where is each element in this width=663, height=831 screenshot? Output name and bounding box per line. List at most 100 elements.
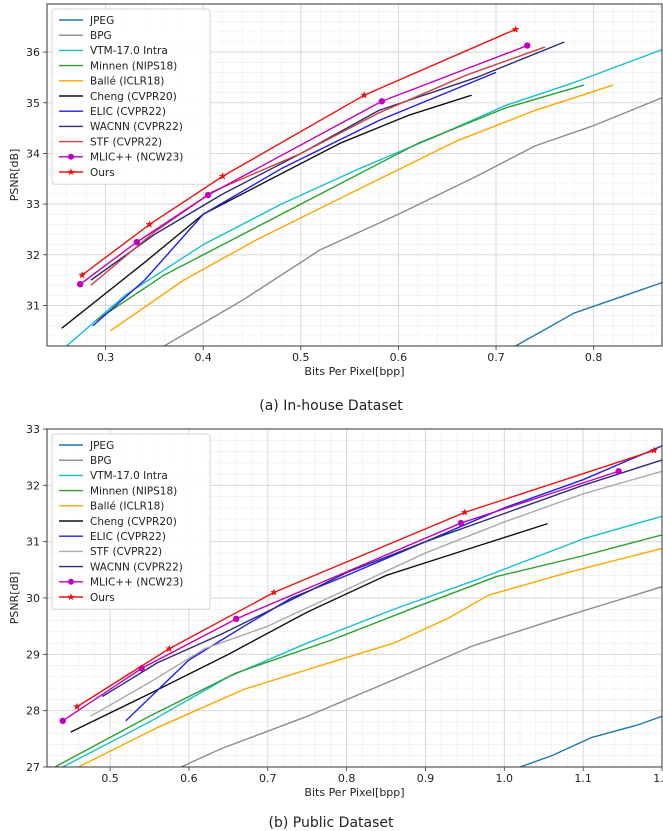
b-legend-marker-ours	[67, 593, 75, 601]
a-plot-frame	[46, 3, 663, 347]
b-series	[54, 445, 662, 767]
a-series-line-vtm-17-0-intra	[66, 48, 662, 346]
a-x-tick-label: 0.8	[585, 351, 603, 364]
b-series-line-elic-cvpr22	[125, 445, 662, 722]
a-y-tick-label: 32	[26, 249, 40, 262]
b-x-tick-label: 1.1	[574, 772, 592, 785]
b-caption: (b) Public Dataset	[269, 815, 394, 831]
b-legend-label-vtm-17-0-intra: VTM-17.0 Intra	[90, 470, 168, 482]
a-series-line-bpg	[163, 97, 662, 346]
b-legend-label-wacnn-cvpr22: WACNN (CVPR22)	[90, 561, 183, 573]
b-series-line-jpeg	[519, 715, 662, 767]
b-legend-label-minnen-nips18: Minnen (NIPS18)	[90, 485, 177, 497]
a-legend-label-wacnn-cvpr22: WACNN (CVPR22)	[90, 121, 183, 133]
b-legend-label-ball-iclr18: Ballé (ICLR18)	[90, 501, 164, 513]
b-x-axis-label: Bits Per Pixel[bpp]	[304, 786, 404, 799]
chart-b: 0.5 0.6 0.7 0.8 0.9 1.0 1.1 1.2 27 28 29 30 31 32 33 J…	[8, 423, 663, 831]
b-point-mlic-ncw23	[59, 717, 66, 725]
a-legend-label-cheng-cvpr20: Cheng (CVPR20)	[90, 91, 177, 103]
a-ticks: 0.3 0.4 0.5 0.6 0.7 0.8 31 32 33 34 35 36	[26, 46, 602, 364]
b-series-line-stf-cvpr22	[90, 470, 662, 717]
a-x-tick-label: 0.5	[292, 351, 310, 364]
b-y-tick-label: 33	[26, 423, 40, 436]
b-legend-label-ours: Ours	[90, 592, 115, 604]
b-series-line-wacnn-cvpr22	[101, 459, 662, 698]
a-point-ours	[145, 220, 154, 228]
a-point-ours	[360, 91, 369, 99]
b-y-tick-label: 31	[26, 536, 40, 549]
a-y-tick-label: 35	[26, 97, 40, 110]
b-y-tick-label: 28	[26, 705, 40, 718]
a-legend-label-ball-iclr18: Ballé (ICLR18)	[90, 76, 164, 88]
a-point-mlic-ncw23	[204, 191, 212, 199]
a-y-tick-label: 33	[26, 198, 40, 211]
b-legend-marker-mlic-ncw23	[68, 578, 74, 585]
a-series-line-stf-cvpr22	[90, 46, 546, 286]
b-point-ours	[270, 588, 278, 596]
a-series-line-cheng-cvpr20	[61, 94, 472, 329]
b-series-line-ball-iclr18	[78, 547, 662, 767]
a-legend-label-ours: Ours	[90, 167, 115, 179]
a-point-mlic-ncw23	[378, 98, 386, 105]
a-point-mlic-ncw23	[133, 238, 141, 246]
a-legend-label-bpg: BPG	[90, 30, 112, 42]
b-point-ours	[73, 702, 81, 710]
a-point-ours	[218, 172, 227, 180]
a-x-tick-label: 0.3	[97, 351, 115, 364]
a-y-axis-label: PSNR[dB]	[8, 149, 21, 202]
a-series-line-jpeg	[515, 282, 662, 346]
a-point-ours	[511, 25, 520, 33]
b-legend-label-bpg: BPG	[90, 455, 112, 467]
a-caption: (a) In-house Dataset	[259, 398, 403, 414]
a-legend-label-elic-cvpr22: ELIC (CVPR22)	[90, 106, 166, 118]
a-legend-label-stf-cvpr22: STF (CVPR22)	[90, 136, 162, 148]
b-y-tick-label: 27	[26, 761, 40, 774]
a-legend-label-vtm-17-0-intra: VTM-17.0 Intra	[90, 45, 168, 57]
a-series-line-elic-cvpr22	[92, 71, 497, 327]
b-legend-frame	[51, 433, 211, 610]
b-y-tick-label: 29	[26, 648, 40, 661]
chart-a: 0.3 0.4 0.5 0.6 0.7 0.8 31 32 33 34 35 36 JPEG BPG VT…	[8, 3, 663, 414]
b-point-ours	[461, 508, 469, 516]
b-legend-label-elic-cvpr22: ELIC (CVPR22)	[90, 531, 166, 543]
a-legend-label-mlic-ncw23: MLIC++ (NCW23)	[90, 152, 183, 164]
a-legend-label-jpeg: JPEG	[89, 15, 114, 27]
b-legend-label-cheng-cvpr20: Cheng (CVPR20)	[90, 516, 177, 528]
b-point-mlic-ncw23	[457, 519, 465, 527]
b-x-tick-label: 0.9	[417, 772, 435, 785]
b-y-tick-label: 32	[26, 479, 40, 492]
b-x-tick-label: 1.0	[496, 772, 514, 785]
b-y-axis-label: PSNR[dB]	[8, 572, 21, 625]
a-x-tick-label: 0.7	[487, 351, 505, 364]
a-legend-marker-ours	[67, 168, 75, 176]
a-point-mlic-ncw23	[76, 280, 84, 288]
b-point-ours	[165, 644, 174, 652]
b-legend-label-jpeg: JPEG	[89, 440, 114, 452]
b-x-tick-label: 0.6	[180, 772, 198, 785]
a-series	[61, 25, 662, 346]
a-series-line-minnen-nips18	[95, 84, 585, 322]
a-legend: JPEG BPG VTM-17.0 Intra Minnen (NIPS18) Ball…	[51, 8, 211, 185]
a-legend-frame	[51, 8, 211, 185]
a-y-tick-label: 31	[26, 299, 40, 312]
a-series-line-ball-iclr18	[110, 84, 614, 332]
b-series-line-vtm-17-0-intra	[62, 515, 662, 767]
b-legend: JPEG BPG VTM-17.0 Intra Minnen (NIPS18) Ball…	[51, 433, 211, 610]
b-series-line-cheng-cvpr20	[70, 522, 548, 733]
a-y-tick-label: 36	[26, 46, 40, 59]
b-y-tick-label: 30	[26, 592, 40, 605]
a-y-tick-label: 34	[26, 147, 40, 160]
b-x-tick-label: 0.5	[101, 772, 119, 785]
a-x-axis-label: Bits Per Pixel[bpp]	[304, 365, 404, 378]
b-x-tick-label: 1.2	[653, 772, 663, 785]
b-x-tick-label: 0.8	[338, 772, 356, 785]
a-x-tick-label: 0.6	[390, 351, 408, 364]
a-legend-label-minnen-nips18: Minnen (NIPS18)	[90, 60, 177, 72]
a-point-ours	[78, 271, 86, 279]
b-legend-label-stf-cvpr22: STF (CVPR22)	[90, 546, 162, 558]
b-legend-label-mlic-ncw23: MLIC++ (NCW23)	[90, 577, 183, 589]
b-series-line-minnen-nips18	[54, 534, 662, 767]
b-point-ours	[650, 446, 658, 454]
b-ticks: 0.5 0.6 0.7 0.8 0.9 1.0 1.1 1.2 27 28 29 30 31 32 33	[26, 423, 663, 785]
